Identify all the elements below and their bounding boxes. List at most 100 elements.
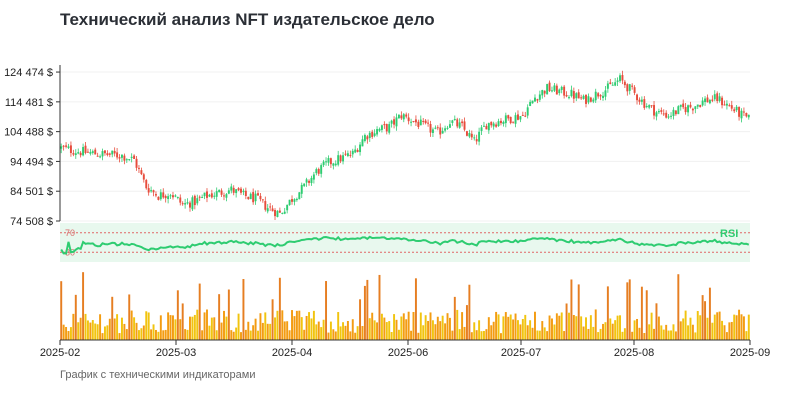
candle-body xyxy=(431,129,434,133)
candle-body xyxy=(215,191,218,197)
volume-bar xyxy=(650,312,653,340)
candle-body xyxy=(271,208,274,212)
candle-body xyxy=(602,95,604,99)
volume-bar xyxy=(660,325,663,340)
volume-bar xyxy=(257,330,259,340)
volume-bar xyxy=(558,315,561,340)
candle-body xyxy=(159,192,162,200)
candle-body xyxy=(346,153,349,156)
candle-body xyxy=(349,154,352,156)
candle-body xyxy=(478,131,481,142)
candle-body xyxy=(444,128,447,131)
volume-bar xyxy=(315,324,318,340)
volume-bar xyxy=(84,313,87,340)
volume-bar xyxy=(631,331,634,340)
candle-body xyxy=(665,112,668,118)
candle-body xyxy=(201,197,204,199)
candle-body xyxy=(436,127,439,129)
candle-body xyxy=(738,107,741,117)
volume-bar xyxy=(599,328,602,340)
candle-body xyxy=(91,151,94,153)
candle-body xyxy=(120,154,123,158)
candle-body xyxy=(628,84,631,91)
candle-body xyxy=(572,91,575,99)
volume-bar xyxy=(606,286,609,340)
candle-body xyxy=(125,159,128,161)
candle-body xyxy=(463,121,466,130)
candle-body xyxy=(555,85,558,95)
volume-bar xyxy=(395,319,398,340)
volume-bar xyxy=(497,314,500,340)
candle-body xyxy=(427,122,430,124)
candle-body xyxy=(300,184,303,194)
rsi-background xyxy=(60,223,750,262)
candle-body xyxy=(742,111,745,113)
candle-body xyxy=(684,107,687,113)
candle-body xyxy=(210,193,213,198)
candle-body xyxy=(677,106,680,115)
volume-bar xyxy=(424,315,427,340)
volume-bar xyxy=(400,316,403,340)
candle-body xyxy=(536,99,539,101)
volume-bar xyxy=(193,314,196,340)
candle-body xyxy=(623,81,626,86)
candle-body xyxy=(507,115,510,119)
candle-body xyxy=(388,124,391,133)
volume-bar xyxy=(223,310,225,340)
volume-bar xyxy=(730,321,733,340)
candle-body xyxy=(419,119,422,126)
volume-bar xyxy=(332,329,335,340)
volume-bar xyxy=(560,312,563,340)
volume-bar xyxy=(373,320,376,340)
volume-bar xyxy=(446,313,449,340)
candle-body xyxy=(723,104,726,106)
volume-bar xyxy=(261,322,264,340)
volume-bar xyxy=(342,322,345,340)
candle-body xyxy=(344,153,347,155)
candle-body xyxy=(320,165,323,174)
volume-bar xyxy=(524,314,527,340)
volume-bar xyxy=(580,316,583,340)
candle-body xyxy=(611,84,614,86)
x-tick-label: 2025-08 xyxy=(614,347,654,359)
volume-bar xyxy=(210,317,213,340)
candle-body xyxy=(354,149,357,153)
volume-bar xyxy=(691,324,694,340)
candle-body xyxy=(274,210,276,217)
candle-body xyxy=(606,83,609,89)
candle-body xyxy=(473,137,476,139)
volume-bar xyxy=(351,319,354,340)
volume-bar xyxy=(154,329,157,340)
candle-body xyxy=(704,98,707,103)
volume-bar xyxy=(667,330,670,340)
candle-body xyxy=(519,116,522,120)
candle-body xyxy=(708,99,711,104)
volume-bar xyxy=(453,296,456,340)
candle-body xyxy=(730,105,733,109)
volume-bar xyxy=(451,330,454,340)
volume-bar xyxy=(354,332,357,340)
candle-body xyxy=(721,97,724,106)
candle-body xyxy=(468,133,471,137)
candle-body xyxy=(597,93,600,97)
volume-bar xyxy=(405,319,408,340)
y-tick-label: 94 494 $ xyxy=(10,156,53,168)
candle-body xyxy=(451,120,454,123)
candle-body xyxy=(65,145,68,147)
volume-bar xyxy=(376,322,379,340)
volume-bar xyxy=(711,322,714,340)
volume-bar xyxy=(196,309,199,340)
volume-bar xyxy=(536,330,539,340)
volume-bar xyxy=(266,323,269,340)
volume-bar xyxy=(555,313,558,340)
candle-body xyxy=(397,114,400,119)
volume-bar xyxy=(473,322,476,340)
candle-body xyxy=(247,196,250,200)
candle-body xyxy=(69,145,72,154)
candle-body xyxy=(580,97,583,99)
volume-bar xyxy=(492,321,495,340)
volume-bar xyxy=(113,318,116,340)
candle-body xyxy=(293,199,296,202)
